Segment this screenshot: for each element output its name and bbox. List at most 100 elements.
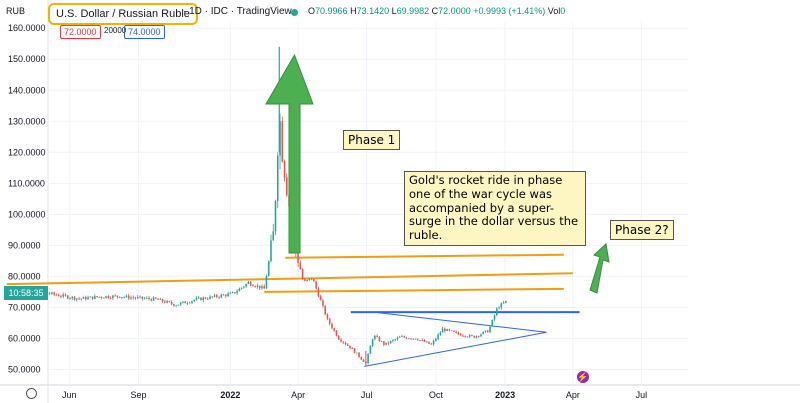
candle-body [66, 295, 69, 299]
candle-body [337, 335, 340, 340]
candle-body [457, 332, 460, 335]
candle-body [60, 296, 62, 298]
candle-body [281, 121, 284, 162]
symbol-title[interactable]: U.S. Dollar / Russian Ruble [48, 3, 198, 25]
candle-body [376, 335, 378, 338]
candle-body [410, 338, 412, 340]
candle-body [475, 335, 478, 338]
candle-body [486, 330, 489, 333]
ohlc-value: 72.0000 [438, 6, 474, 16]
candle-body [432, 340, 435, 345]
buy-price-button[interactable]: 74.0000 [124, 25, 165, 39]
x-tick-label: Oct [429, 390, 444, 400]
ohlc-value: 73.1420 [356, 6, 392, 16]
candle-body [152, 297, 155, 301]
x-tick-label: Apr [291, 390, 305, 400]
green-up-arrow-large [265, 53, 314, 254]
candle-body [114, 295, 116, 297]
candle-body [161, 298, 164, 302]
candle-body [186, 302, 189, 304]
candle-body [276, 155, 279, 202]
candle-body [304, 279, 306, 281]
candle-body [496, 308, 498, 316]
ohlc-key: H [350, 6, 357, 16]
candle-body [225, 294, 227, 297]
candle-body [220, 294, 223, 298]
candle-body [446, 329, 448, 332]
candle-body [385, 342, 387, 345]
candle-body [480, 334, 482, 337]
candle-body [360, 356, 363, 360]
candle-body [367, 353, 369, 364]
candle-body [310, 278, 313, 280]
candle-body [75, 298, 78, 300]
candle-body [184, 301, 186, 304]
x-tick-label: Sep [130, 390, 146, 400]
candle-body [57, 295, 60, 297]
candle-body [173, 304, 175, 306]
candle-body [407, 338, 410, 340]
candle-body [342, 341, 345, 343]
candle-body [387, 342, 390, 344]
candle-body [164, 301, 166, 303]
arrows-layer [265, 53, 610, 294]
candle-body [346, 344, 349, 346]
candle-body [439, 332, 442, 335]
x-tick-label: Apr [566, 390, 580, 400]
candle-body [148, 297, 150, 300]
candle-body [136, 297, 139, 299]
candle-body [240, 287, 243, 289]
candle-body [398, 336, 401, 338]
candle-body [466, 336, 469, 338]
candle-body [263, 286, 266, 289]
candle-body [109, 297, 112, 299]
y-tick-label: 150.0000 [8, 54, 46, 64]
y-tick-label: 160.0000 [8, 23, 46, 33]
x-tick-label: 2022 [220, 390, 240, 400]
candle-body [130, 297, 132, 299]
candle-body [328, 318, 331, 324]
candle-body [272, 231, 275, 241]
candle-body [353, 348, 356, 353]
timezone-icon[interactable] [26, 388, 37, 399]
candle-body [193, 299, 196, 302]
candle-body [464, 335, 466, 337]
candle-body [358, 352, 360, 357]
candle-body [245, 283, 247, 287]
candle-body [234, 292, 236, 294]
candle-body [62, 294, 65, 297]
candle-body [306, 279, 308, 281]
candle-body [279, 121, 281, 156]
candle-body [197, 297, 200, 299]
candle-body [471, 335, 473, 336]
candle-body [414, 338, 417, 340]
candle-body [202, 297, 205, 301]
candle-body [319, 296, 322, 301]
candle-body [491, 319, 494, 327]
candle-body [344, 342, 347, 345]
candle-body [265, 275, 268, 289]
candle-body [371, 339, 374, 347]
ohlc-key: C [431, 6, 439, 16]
candle-body [301, 269, 304, 280]
phase2-label: Phase 2? [610, 220, 674, 241]
ohlc-readout: O70.9966 H73.1420 L69.9982 C72.0000 +0.9… [308, 6, 565, 16]
lightning-icon[interactable]: ⚡ [577, 371, 589, 383]
currency-label[interactable]: RUB [6, 6, 26, 16]
candle-body [444, 328, 446, 332]
candle-body [261, 286, 263, 289]
x-tick-label: Jul [361, 390, 373, 400]
candle-body [55, 294, 58, 296]
candle-body [484, 330, 487, 332]
candle-body [51, 292, 53, 294]
candle-body [493, 315, 496, 320]
ohlc-key: L [391, 6, 397, 16]
candle-body [412, 338, 415, 340]
candle-body [396, 337, 399, 340]
candle-body [132, 297, 135, 299]
sell-price-button[interactable]: 72.0000 [60, 25, 101, 39]
candle-body [247, 282, 250, 284]
phase1-label: Phase 1 [343, 130, 401, 151]
candle-body [299, 262, 302, 270]
